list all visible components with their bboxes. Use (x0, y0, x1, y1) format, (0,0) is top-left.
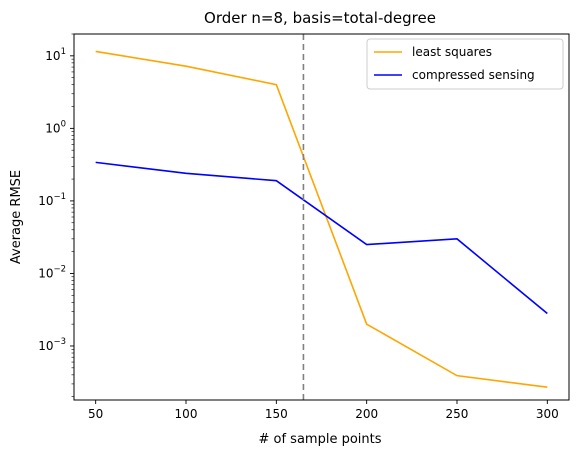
legend-label: compressed sensing (412, 68, 535, 82)
plot-area (74, 34, 569, 400)
legend: least squares compressed sensing (366, 38, 564, 90)
chart-title: Order n=8, basis=total-degree (204, 9, 436, 27)
y-tick-label: 100 (45, 119, 66, 135)
y-tick-label: 101 (45, 47, 66, 63)
x-tick-label: 100 (175, 407, 198, 421)
series-layer (95, 50, 548, 389)
x-axis: 50 100 150 200 250 300 (88, 400, 559, 421)
series-line-0 (95, 50, 548, 389)
x-tick-label: 200 (355, 407, 378, 421)
x-tick-label: 300 (536, 407, 559, 421)
y-axis: 101 100 10−1 10−2 10−3 (38, 33, 74, 397)
series-line-1 (95, 161, 548, 315)
x-axis-label: # of sample points (258, 432, 381, 447)
x-tick-label: 50 (88, 407, 103, 421)
legend-label: least squares (412, 45, 492, 59)
y-tick-label: 10−3 (38, 337, 66, 353)
legend-box (366, 38, 564, 90)
x-tick-label: 250 (446, 407, 469, 421)
x-tick-label: 150 (265, 407, 288, 421)
y-tick-label: 10−1 (38, 192, 66, 208)
y-tick-label: 10−2 (38, 264, 66, 280)
y-axis-label: Average RMSE (9, 170, 24, 264)
